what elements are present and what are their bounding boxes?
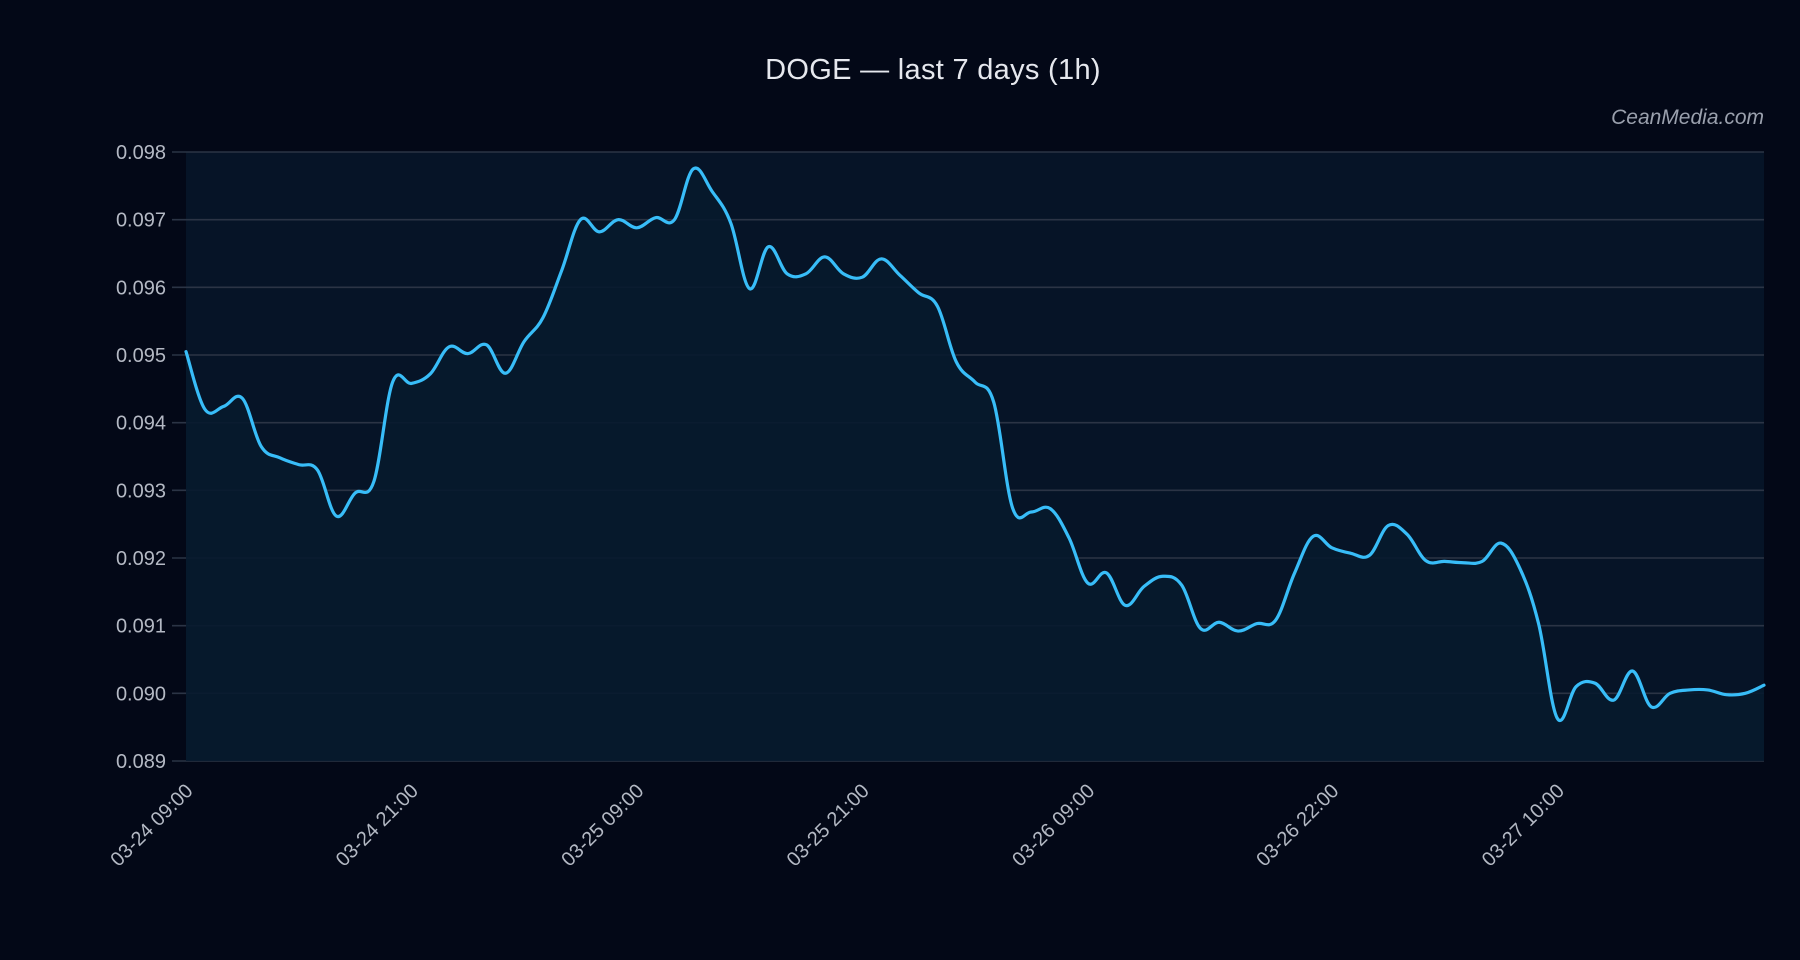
watermark: CeanMedia.com bbox=[1611, 106, 1764, 129]
chart-title: DOGE — last 7 days (1h) bbox=[765, 54, 1101, 86]
x-tick-label: 03-24 21:00 bbox=[332, 780, 423, 871]
x-tick-label: 03-26 22:00 bbox=[1252, 780, 1343, 871]
y-tick-label: 0.098 bbox=[116, 142, 166, 164]
x-axis: 03-24 09:00 03-24 21:00 03-25 09:00 03-25 2… bbox=[106, 780, 1568, 871]
y-axis: 0.098 0.097 0.096 0.095 0.094 0.093 0.092 0.091… bbox=[116, 142, 166, 773]
x-tick-label: 03-25 09:00 bbox=[557, 780, 648, 871]
y-tick-label: 0.094 bbox=[116, 413, 166, 435]
x-tick-label: 03-24 09:00 bbox=[106, 780, 197, 871]
x-tick-label: 03-25 21:00 bbox=[783, 780, 874, 871]
y-tick-label: 0.097 bbox=[116, 210, 166, 232]
y-tick-label: 0.092 bbox=[116, 548, 166, 570]
y-tick-label: 0.089 bbox=[116, 751, 166, 773]
y-tick-label: 0.095 bbox=[116, 345, 166, 367]
price-area bbox=[186, 168, 1764, 761]
y-tick-label: 0.091 bbox=[116, 616, 166, 638]
x-tick-label: 03-27 10:00 bbox=[1478, 780, 1569, 871]
x-tick-label: 03-26 09:00 bbox=[1008, 780, 1099, 871]
y-tick-label: 0.090 bbox=[116, 683, 166, 705]
price-line bbox=[184, 166, 1766, 723]
y-tick-label: 0.096 bbox=[116, 277, 166, 299]
y-tick-label: 0.093 bbox=[116, 480, 166, 502]
